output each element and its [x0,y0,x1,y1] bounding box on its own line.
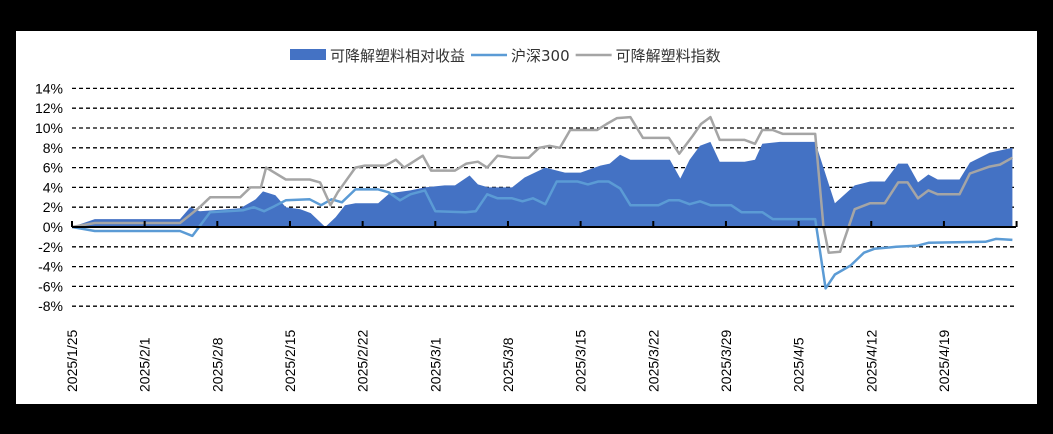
x-tick-label: 2025/4/12 [863,330,879,392]
x-tick-label: 2025/3/1 [427,337,443,392]
y-tick-label: -6% [38,278,63,294]
legend: 可降解塑料相对收益 沪深300 可降解塑料指数 [290,47,721,65]
x-axis: 2025/1/25 2025/2/1 2025/2/8 2025/2/15 2025/2… [64,221,1018,392]
y-tick-label: 2% [43,199,63,215]
x-tick-label: 2025/2/1 [137,337,153,392]
x-tick-label: 2025/2/15 [282,330,298,392]
x-tick-label: 2025/4/5 [791,337,807,392]
x-tick-label: 2025/3/29 [718,330,734,392]
y-axis: 14% 12% 10% 8% 6% 4% 2% 0% -2% -4% -6% -8% [35,80,63,314]
y-tick-label: 14% [35,80,63,96]
y-tick-label: 12% [35,100,63,116]
y-tick-label: -8% [38,298,63,314]
x-tick-label: 2025/3/15 [573,330,589,392]
x-tick-label: 2025/2/22 [355,330,371,392]
y-tick-label: -4% [38,259,63,275]
y-tick-label: 0% [43,219,63,235]
x-tick-label: 2025/1/25 [64,330,80,392]
series-layer [71,115,1014,290]
relative-return-area [72,141,1013,227]
legend-label: 可降解塑料指数 [616,47,721,65]
y-tick-label: 8% [43,140,63,156]
x-tick-label: 2025/4/19 [936,330,952,392]
y-tick-label: 4% [43,179,63,195]
y-tick-label: 6% [43,160,63,176]
csi300-line [71,180,1013,290]
legend-label: 沪深300 [511,47,570,65]
y-tick-label: 10% [35,120,63,136]
legend-swatch-area [290,49,326,60]
legend-label: 可降解塑料相对收益 [330,47,465,65]
index-line [71,115,1014,254]
x-tick-label: 2025/2/8 [209,337,225,392]
y-tick-label: -2% [38,239,63,255]
x-tick-label: 2025/3/22 [645,330,661,392]
x-tick-label: 2025/3/8 [500,337,516,392]
chart-svg: 可降解塑料相对收益 沪深300 可降解塑料指数 14% 12% 10% 8% 6% 4% 2% 0… [35,47,1018,392]
chart-container: 可降解塑料相对收益 沪深300 可降解塑料指数 14% 12% 10% 8% 6% 4% 2% 0… [16,31,1037,404]
